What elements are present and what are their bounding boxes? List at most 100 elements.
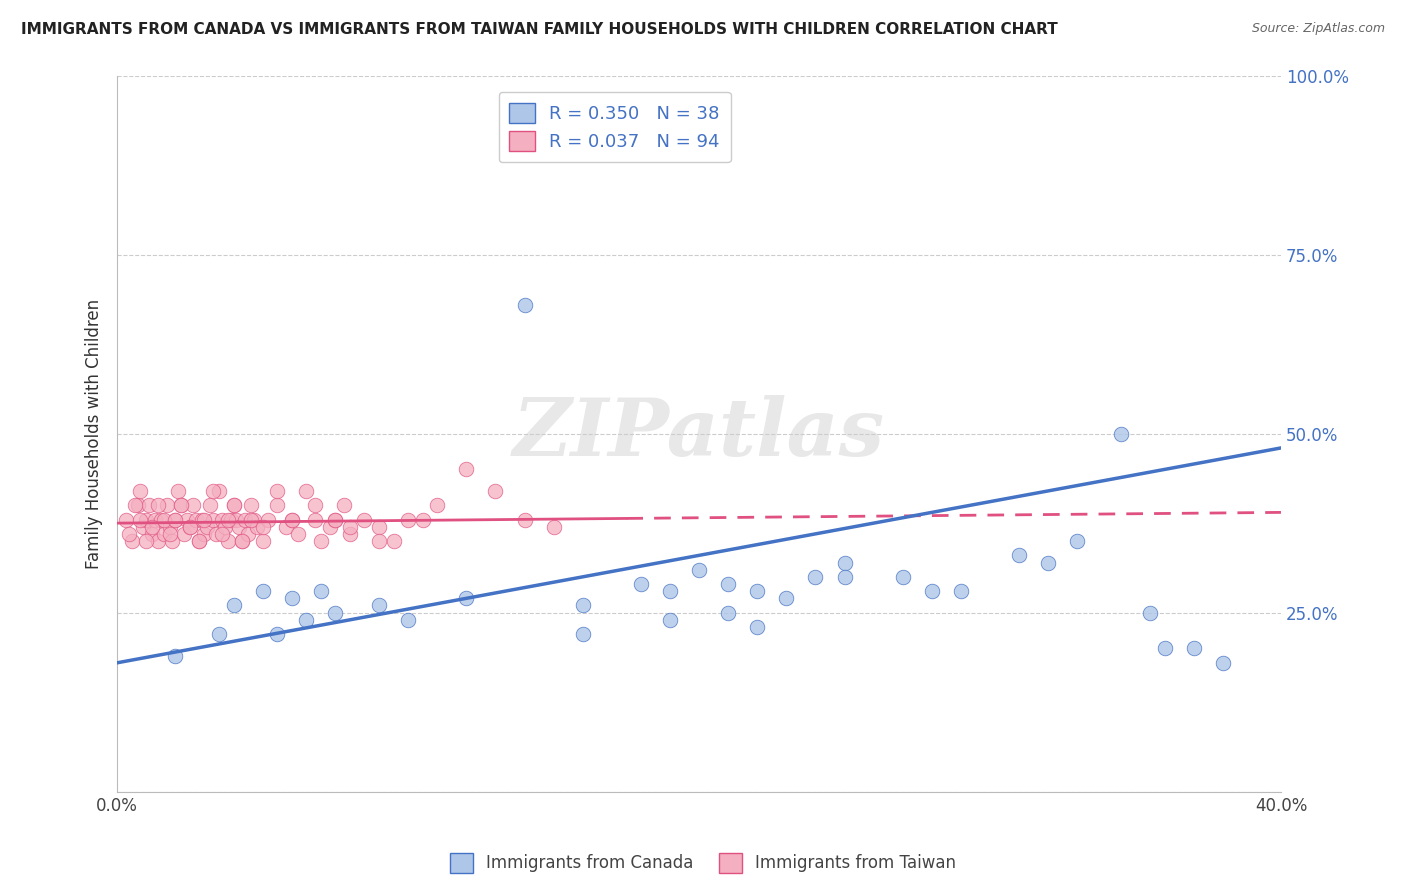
Point [132,519,155,533]
Legend: Immigrants from Canada, Immigrants from Taiwan: Immigrants from Canada, Immigrants from … [443,847,963,880]
Point [138,498,160,512]
Point [243,512,266,526]
Point [804,570,827,584]
Point [353,512,375,526]
Point [513,512,536,526]
Point [318,519,340,533]
Point [121,534,143,549]
Point [1038,556,1060,570]
Point [266,498,288,512]
Point [118,527,141,541]
Point [195,519,218,533]
Point [228,519,250,533]
Point [891,570,914,584]
Point [368,534,391,549]
Point [152,527,174,541]
Point [949,584,972,599]
Point [202,483,225,498]
Point [456,591,478,606]
Point [252,534,274,549]
Point [246,519,269,533]
Point [225,512,247,526]
Point [240,498,263,512]
Point [211,527,233,541]
Point [252,519,274,533]
Point [295,613,318,627]
Point [412,512,434,526]
Point [1066,534,1088,549]
Point [222,498,245,512]
Point [295,483,318,498]
Point [1212,656,1234,670]
Point [173,527,195,541]
Point [162,534,184,549]
Point [170,498,193,512]
Point [222,599,245,613]
Point [309,584,332,599]
Point [167,483,190,498]
Point [141,527,163,541]
Point [129,512,152,526]
Text: ZIPatlas: ZIPatlas [513,395,886,473]
Point [266,483,288,498]
Point [287,527,309,541]
Point [217,512,239,526]
Point [252,584,274,599]
Y-axis label: Family Households with Children: Family Households with Children [86,299,103,569]
Point [396,613,419,627]
Text: Source: ZipAtlas.com: Source: ZipAtlas.com [1251,22,1385,36]
Point [339,519,361,533]
Point [222,498,245,512]
Point [304,512,326,526]
Point [181,498,204,512]
Point [208,627,231,641]
Point [717,577,740,591]
Point [159,527,181,541]
Point [176,512,198,526]
Point [214,519,236,533]
Point [156,498,179,512]
Point [1109,426,1132,441]
Point [236,527,259,541]
Point [688,563,710,577]
Point [368,599,391,613]
Point [921,584,943,599]
Point [202,512,225,526]
Point [152,512,174,526]
Point [211,512,233,526]
Point [281,512,304,526]
Point [193,512,215,526]
Point [281,591,304,606]
Point [266,627,288,641]
Point [382,534,405,549]
Point [231,534,253,549]
Point [834,556,856,570]
Point [179,519,201,533]
Point [333,498,356,512]
Point [165,512,187,526]
Point [257,512,280,526]
Text: IMMIGRANTS FROM CANADA VS IMMIGRANTS FROM TAIWAN FAMILY HOUSEHOLDS WITH CHILDREN: IMMIGRANTS FROM CANADA VS IMMIGRANTS FRO… [21,22,1057,37]
Point [571,599,593,613]
Point [146,534,169,549]
Point [368,519,391,533]
Point [127,498,149,512]
Point [200,498,222,512]
Point [396,512,419,526]
Point [193,527,215,541]
Point [304,498,326,512]
Point [325,512,347,526]
Point [834,570,856,584]
Point [659,613,682,627]
Point [146,498,169,512]
Point [456,462,478,476]
Point [219,512,242,526]
Point [240,512,263,526]
Point [159,519,181,533]
Point [513,298,536,312]
Point [179,519,201,533]
Point [165,512,187,526]
Point [135,534,157,549]
Point [571,627,593,641]
Point [231,534,253,549]
